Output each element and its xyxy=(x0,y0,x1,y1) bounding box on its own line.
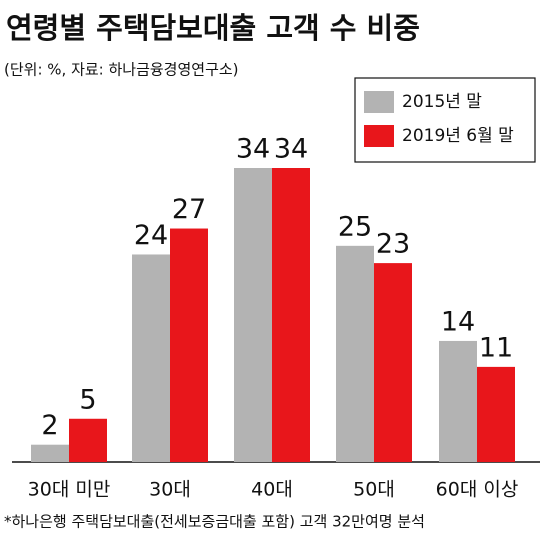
value-label: 34 xyxy=(236,134,270,165)
x-tick-label: 30대 미만 xyxy=(28,479,111,501)
legend-swatch xyxy=(364,91,394,113)
x-tick-label: 40대 xyxy=(251,479,293,501)
value-label: 11 xyxy=(479,332,513,363)
x-tick-label: 30대 xyxy=(149,479,191,501)
legend-box xyxy=(354,77,536,163)
bar xyxy=(234,168,272,462)
bar xyxy=(170,228,208,462)
legend-swatch xyxy=(364,125,394,147)
value-label: 24 xyxy=(134,220,168,251)
bar xyxy=(69,418,107,462)
bar xyxy=(374,263,412,462)
legend-label: 2015년 말 xyxy=(402,92,482,112)
chart-title: 연령별 주택담보대출 고객 수 비중 xyxy=(6,11,420,45)
footnote: *하나은행 주택담보대출(전세보증금대출 포함) 고객 32만여명 분석 xyxy=(4,513,425,531)
x-tick-label: 50대 xyxy=(353,479,395,501)
value-label: 25 xyxy=(338,211,372,242)
bar xyxy=(31,444,69,462)
value-label: 27 xyxy=(172,194,206,225)
value-label: 14 xyxy=(441,306,475,337)
bar xyxy=(439,340,477,462)
value-label: 2 xyxy=(41,410,58,441)
bar xyxy=(477,366,515,462)
value-label: 34 xyxy=(274,134,308,165)
value-label: 23 xyxy=(376,229,410,260)
bar xyxy=(132,254,170,462)
bar xyxy=(336,245,374,462)
x-tick-label: 60대 이상 xyxy=(436,479,519,501)
value-label: 5 xyxy=(79,384,96,415)
legend-label: 2019년 6월 말 xyxy=(402,126,514,146)
bar xyxy=(272,168,310,462)
chart-subtitle: (단위: %, 자료: 하나금융경영연구소) xyxy=(4,61,239,79)
